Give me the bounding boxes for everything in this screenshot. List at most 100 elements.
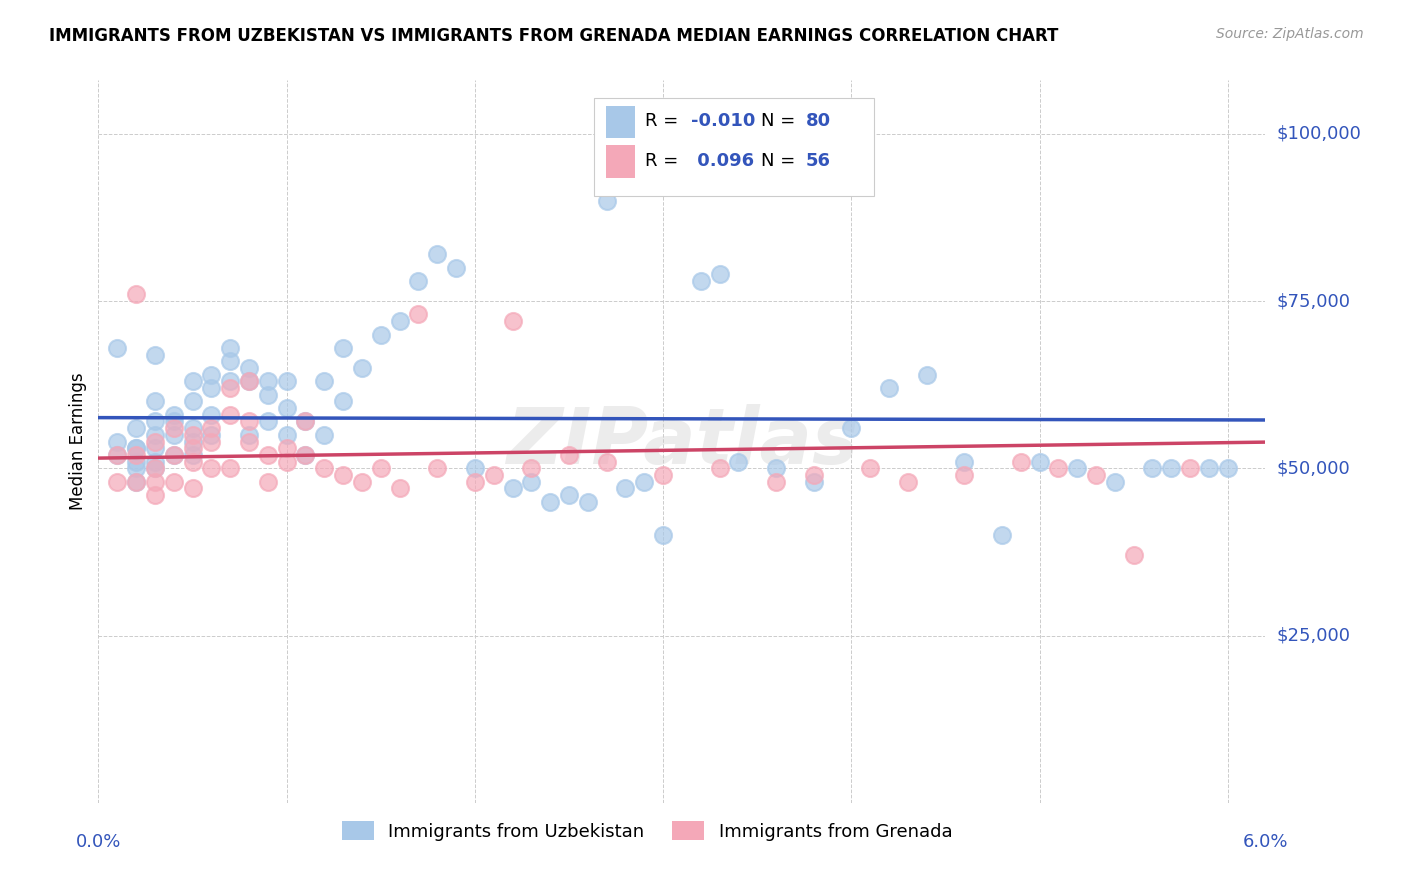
Point	[991, 528, 1014, 542]
Text: ZIPatlas: ZIPatlas	[506, 403, 858, 480]
Point	[803, 475, 825, 489]
Point	[1028, 454, 1050, 469]
Point	[143, 488, 166, 502]
Point	[350, 361, 373, 376]
Point	[125, 461, 148, 475]
Point	[388, 482, 411, 496]
Text: -0.010: -0.010	[692, 112, 755, 130]
Point	[839, 421, 862, 435]
Point	[1142, 461, 1164, 475]
Point	[408, 274, 430, 288]
Text: 0.0%: 0.0%	[76, 833, 121, 851]
Point	[953, 454, 976, 469]
Point	[332, 467, 354, 482]
Point	[219, 341, 242, 355]
Point	[181, 421, 204, 435]
Text: N =: N =	[761, 112, 801, 130]
Point	[1160, 461, 1182, 475]
Point	[238, 375, 260, 389]
Point	[859, 461, 882, 475]
Point	[105, 448, 128, 462]
Point	[803, 467, 825, 482]
Point	[350, 475, 373, 489]
Point	[125, 475, 148, 489]
Point	[1104, 475, 1126, 489]
Point	[332, 394, 354, 409]
Point	[727, 454, 749, 469]
Point	[256, 387, 278, 401]
Point	[238, 427, 260, 442]
Point	[595, 194, 617, 208]
Text: 80: 80	[806, 112, 831, 130]
Point	[464, 475, 486, 489]
Point	[558, 448, 581, 462]
Point	[163, 408, 186, 422]
Point	[143, 461, 166, 475]
Text: $75,000: $75,000	[1277, 292, 1351, 310]
Point	[765, 461, 787, 475]
Point	[294, 448, 316, 462]
FancyBboxPatch shape	[606, 145, 636, 178]
Point	[219, 375, 242, 389]
Point	[370, 461, 392, 475]
Point	[1085, 467, 1108, 482]
Point	[143, 394, 166, 409]
Point	[125, 287, 148, 301]
Point	[1010, 454, 1032, 469]
Point	[200, 381, 222, 395]
Point	[181, 427, 204, 442]
Point	[125, 441, 148, 455]
Point	[143, 454, 166, 469]
Legend: Immigrants from Uzbekistan, Immigrants from Grenada: Immigrants from Uzbekistan, Immigrants f…	[342, 822, 952, 841]
Text: 56: 56	[806, 153, 831, 170]
Point	[595, 454, 617, 469]
Point	[558, 488, 581, 502]
Point	[314, 461, 336, 475]
Point	[256, 448, 278, 462]
Point	[276, 454, 298, 469]
Point	[143, 475, 166, 489]
Point	[1066, 461, 1088, 475]
Point	[125, 421, 148, 435]
Point	[163, 475, 186, 489]
Point	[143, 414, 166, 428]
Point	[163, 448, 186, 462]
Point	[238, 414, 260, 428]
Point	[444, 260, 467, 275]
Point	[426, 461, 449, 475]
Text: $100,000: $100,000	[1277, 125, 1361, 143]
Point	[1178, 461, 1201, 475]
Point	[163, 414, 186, 428]
Point	[219, 408, 242, 422]
Point	[652, 467, 675, 482]
Point	[125, 454, 148, 469]
Point	[370, 327, 392, 342]
Point	[520, 475, 543, 489]
Point	[520, 461, 543, 475]
Point	[105, 448, 128, 462]
Point	[181, 394, 204, 409]
Point	[200, 408, 222, 422]
Text: R =: R =	[644, 153, 683, 170]
Point	[219, 381, 242, 395]
Point	[538, 494, 561, 508]
Point	[200, 427, 222, 442]
Point	[181, 448, 204, 462]
Point	[181, 441, 204, 455]
Point	[294, 414, 316, 428]
Point	[502, 482, 524, 496]
Text: $50,000: $50,000	[1277, 459, 1350, 477]
Point	[276, 441, 298, 455]
Point	[143, 427, 166, 442]
Point	[105, 434, 128, 449]
Point	[181, 454, 204, 469]
Point	[294, 448, 316, 462]
Point	[765, 475, 787, 489]
Point	[163, 448, 186, 462]
Point	[256, 375, 278, 389]
Point	[408, 307, 430, 321]
Point	[143, 348, 166, 362]
Y-axis label: Median Earnings: Median Earnings	[69, 373, 87, 510]
Point	[482, 467, 505, 482]
Text: 0.096: 0.096	[692, 153, 755, 170]
